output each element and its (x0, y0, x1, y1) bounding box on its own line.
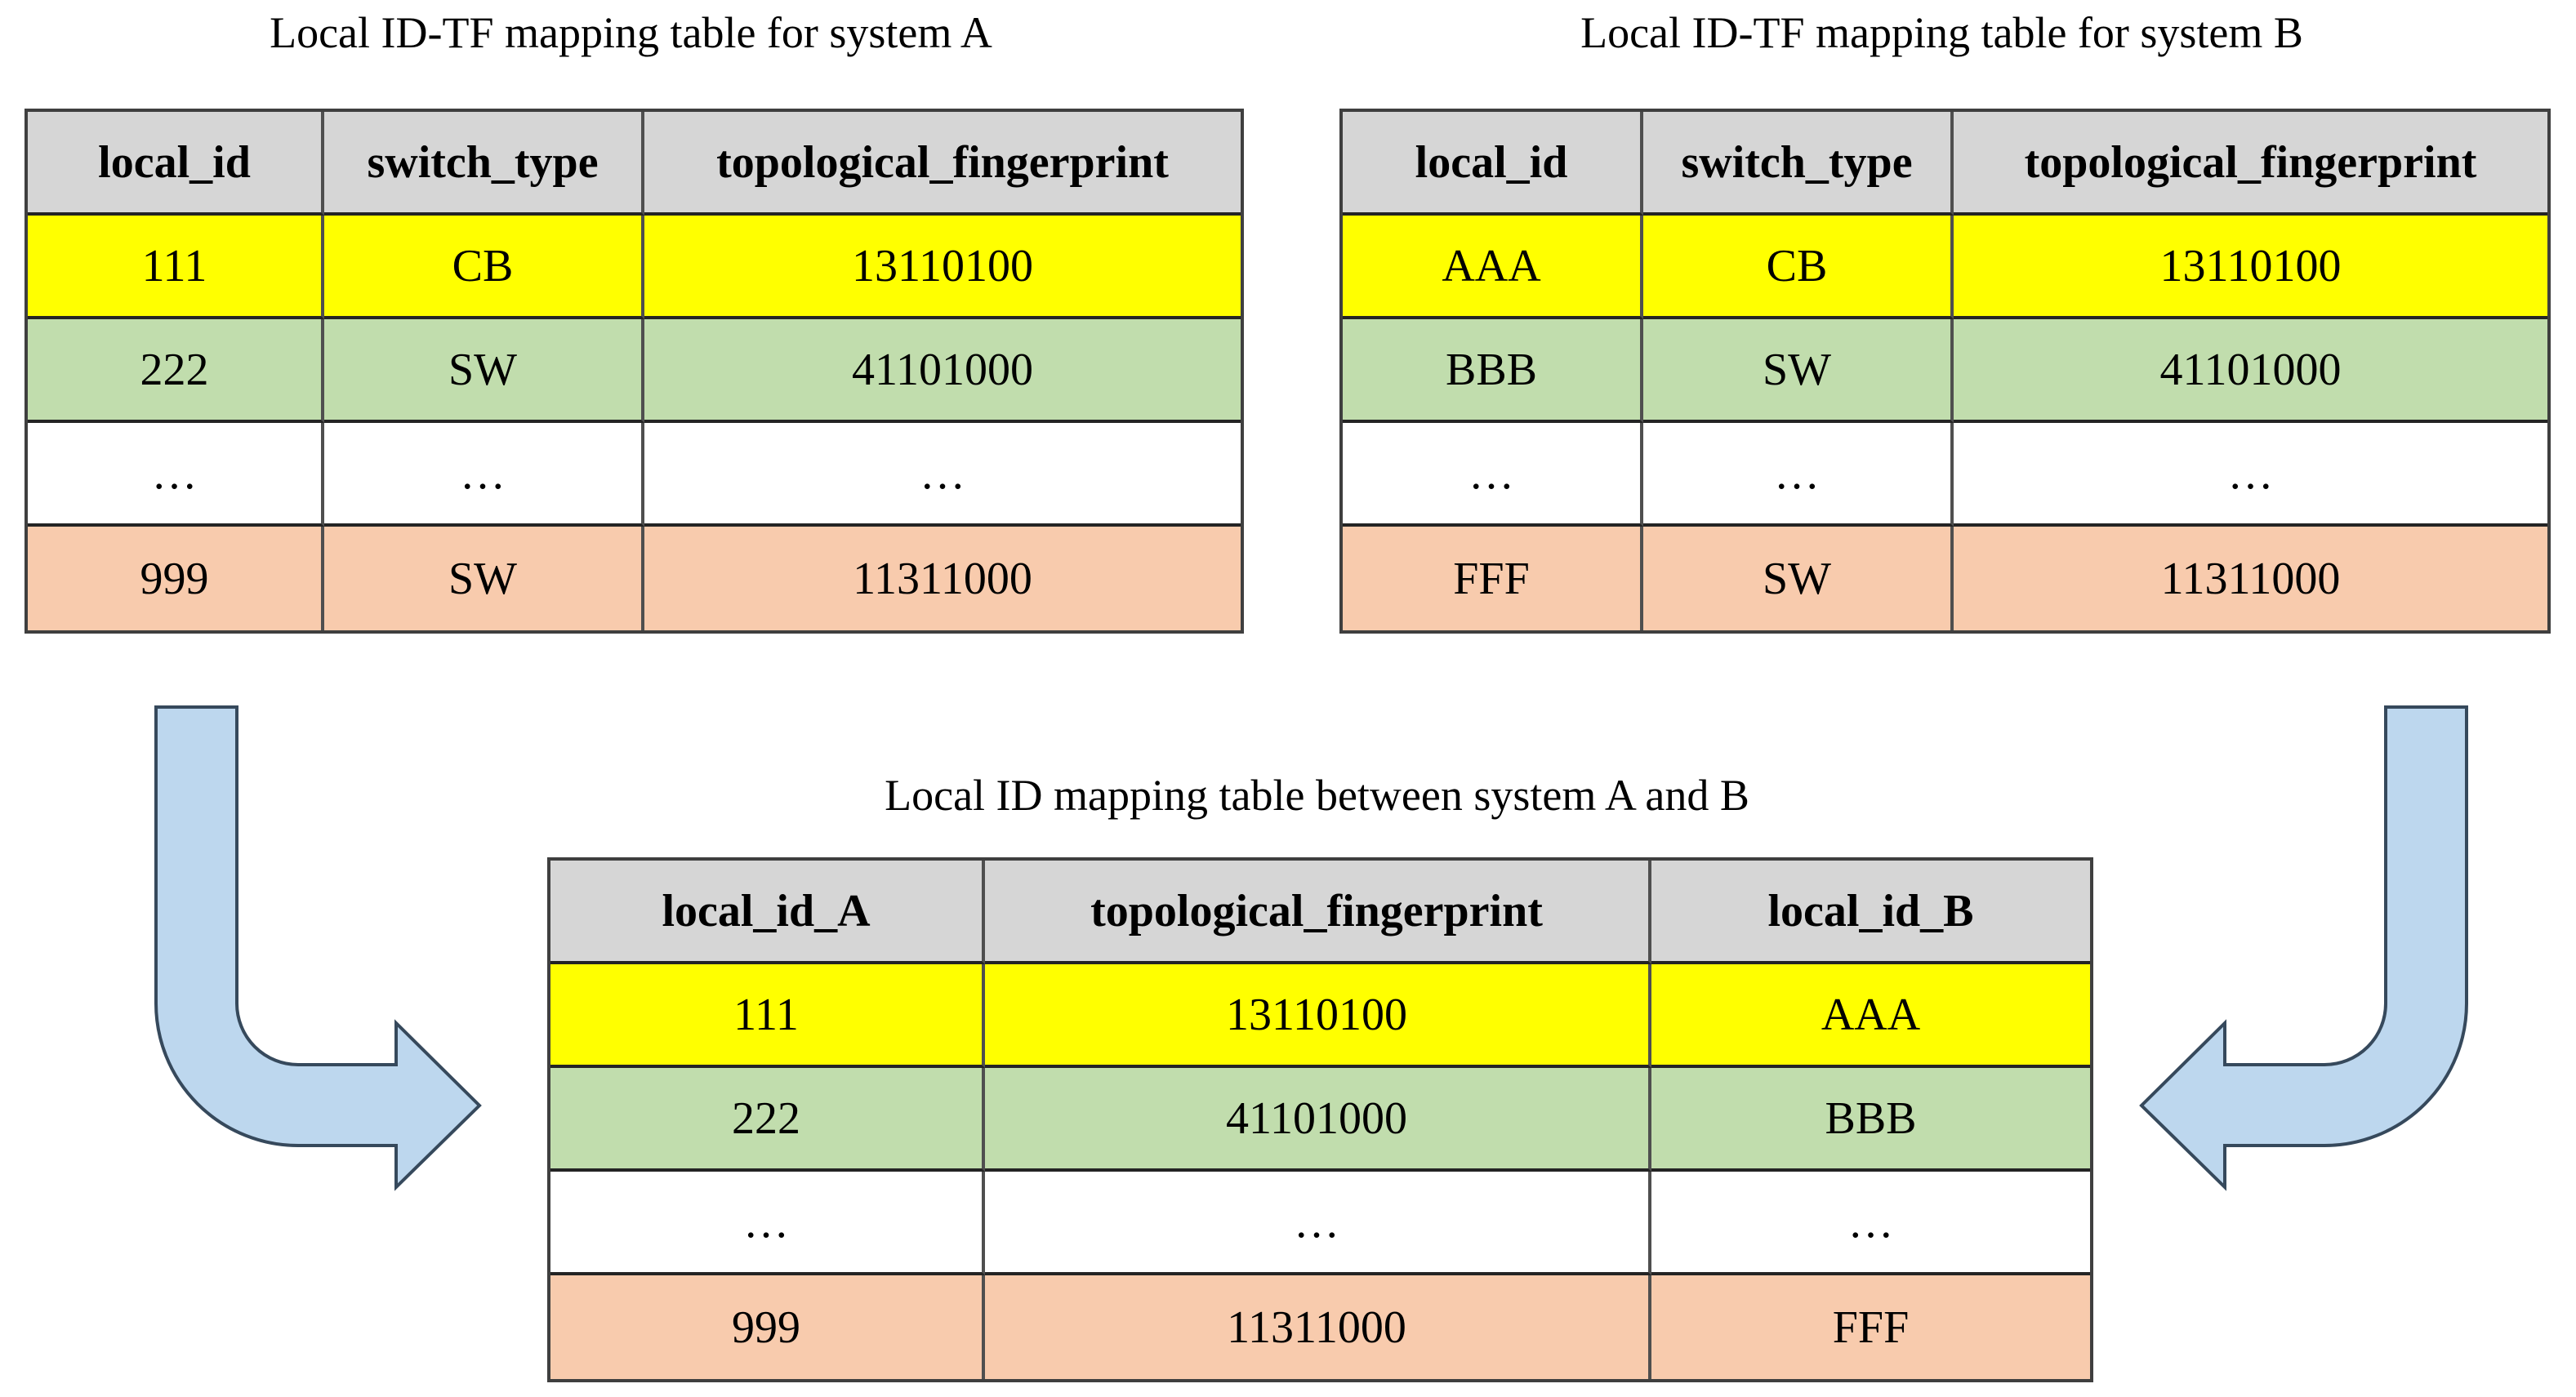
column-header: switch_type (1643, 112, 1954, 216)
table-cell: 13110100 (985, 964, 1651, 1068)
column-header: topological_fingerprint (985, 861, 1651, 964)
table-cell: 11311000 (1954, 527, 2547, 630)
table-cell: 111 (550, 964, 985, 1068)
table-cell: 41101000 (985, 1068, 1651, 1172)
table-row: 111 13110100 AAA (550, 964, 2090, 1068)
table-cell: SW (1643, 319, 1954, 423)
table-ab-title: Local ID mapping table between system A … (885, 771, 1749, 820)
table-row: BBB SW 41101000 (1343, 319, 2547, 423)
table-cell: AAA (1343, 216, 1643, 319)
column-header: local_id_A (550, 861, 985, 964)
table-cell: 222 (550, 1068, 985, 1172)
table-cell: SW (324, 319, 644, 423)
table-cell: 999 (550, 1275, 985, 1379)
table-cell: FFF (1343, 527, 1643, 630)
column-header: local_id (1343, 112, 1643, 216)
table-cell: … (985, 1172, 1651, 1275)
table-cell: … (1343, 423, 1643, 527)
column-header: topological_fingerprint (1954, 112, 2547, 216)
table-b: local_id switch_type topological_fingerp… (1339, 109, 2551, 634)
table-cell: 11311000 (985, 1275, 1651, 1379)
table-cell: 41101000 (1954, 319, 2547, 423)
table-row: AAA CB 13110100 (1343, 216, 2547, 319)
table-cell: … (28, 423, 324, 527)
table-cell: … (1643, 423, 1954, 527)
table-cell: SW (324, 527, 644, 630)
table-row: … … … (28, 423, 1241, 527)
table-row: … … … (550, 1172, 2090, 1275)
table-cell: CB (1643, 216, 1954, 319)
table-row: … … … (1343, 423, 2547, 527)
table-cell: 11311000 (644, 527, 1241, 630)
elbow-arrow-down-right-icon (154, 705, 482, 1191)
table-row: FFF SW 11311000 (1343, 527, 2547, 630)
table-row: 222 41101000 BBB (550, 1068, 2090, 1172)
table-cell: 999 (28, 527, 324, 630)
table-a-title: Local ID-TF mapping table for system A (270, 8, 992, 57)
table-b-title: Local ID-TF mapping table for system B (1580, 8, 2303, 57)
table-cell: SW (1643, 527, 1954, 630)
column-header: topological_fingerprint (644, 112, 1241, 216)
table-cell: … (550, 1172, 985, 1275)
table-cell: FFF (1651, 1275, 2090, 1379)
table-ab: local_id_A topological_fingerprint local… (547, 857, 2093, 1382)
table-row: 111 CB 13110100 (28, 216, 1241, 319)
table-row: 222 SW 41101000 (28, 319, 1241, 423)
table-b-header-row: local_id switch_type topological_fingerp… (1343, 112, 2547, 216)
table-cell: 41101000 (644, 319, 1241, 423)
table-cell: 13110100 (644, 216, 1241, 319)
elbow-arrow-down-left-icon (2139, 705, 2468, 1191)
column-header: local_id_B (1651, 861, 2090, 964)
table-a: local_id switch_type topological_fingerp… (25, 109, 1244, 634)
column-header: switch_type (324, 112, 644, 216)
table-a-header-row: local_id switch_type topological_fingerp… (28, 112, 1241, 216)
table-cell: … (644, 423, 1241, 527)
table-ab-header-row: local_id_A topological_fingerprint local… (550, 861, 2090, 964)
table-cell: BBB (1343, 319, 1643, 423)
table-cell: BBB (1651, 1068, 2090, 1172)
table-cell: … (1651, 1172, 2090, 1275)
table-cell: CB (324, 216, 644, 319)
table-row: 999 11311000 FFF (550, 1275, 2090, 1379)
column-header: local_id (28, 112, 324, 216)
table-cell: … (1954, 423, 2547, 527)
table-cell: 13110100 (1954, 216, 2547, 319)
table-row: 999 SW 11311000 (28, 527, 1241, 630)
table-cell: AAA (1651, 964, 2090, 1068)
table-cell: … (324, 423, 644, 527)
table-cell: 222 (28, 319, 324, 423)
table-cell: 111 (28, 216, 324, 319)
